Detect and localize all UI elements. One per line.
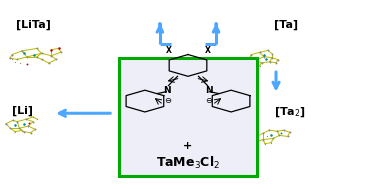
- Text: [Ta$_2$]: [Ta$_2$]: [274, 106, 306, 119]
- Text: ⊖: ⊖: [205, 96, 212, 105]
- Text: N: N: [164, 86, 171, 95]
- Text: +: +: [183, 141, 193, 151]
- Text: X: X: [205, 46, 211, 55]
- Text: N: N: [205, 86, 212, 95]
- Text: [LiTa]: [LiTa]: [16, 19, 50, 30]
- Text: X: X: [165, 46, 171, 55]
- Text: ⊖: ⊖: [164, 96, 171, 105]
- Text: [Ta]: [Ta]: [274, 19, 298, 30]
- Text: [Li]: [Li]: [12, 106, 33, 116]
- FancyBboxPatch shape: [119, 58, 257, 176]
- Text: TaMe$_3$Cl$_2$: TaMe$_3$Cl$_2$: [156, 155, 220, 171]
